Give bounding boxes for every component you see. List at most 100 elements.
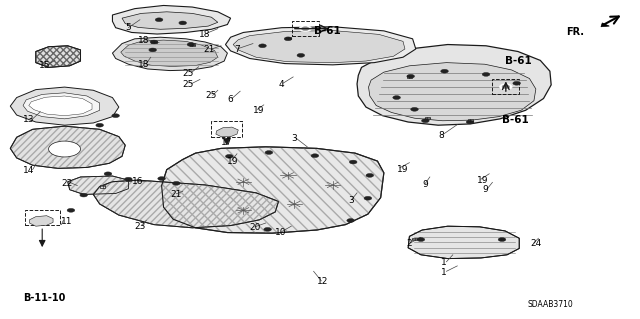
FancyBboxPatch shape: [412, 238, 417, 240]
Polygon shape: [601, 23, 609, 27]
Text: 9: 9: [422, 181, 428, 189]
Circle shape: [187, 43, 195, 47]
Text: 11: 11: [61, 217, 73, 226]
FancyBboxPatch shape: [189, 43, 195, 46]
Text: 7: 7: [234, 45, 239, 55]
Text: B-11-10: B-11-10: [23, 293, 65, 303]
Polygon shape: [68, 176, 129, 195]
Text: SDAAB3710: SDAAB3710: [527, 300, 573, 308]
Polygon shape: [113, 5, 230, 34]
Polygon shape: [29, 216, 53, 226]
Text: B-61: B-61: [505, 56, 532, 66]
Text: 9: 9: [483, 185, 488, 194]
Text: FR.: FR.: [566, 27, 584, 37]
Text: B-61: B-61: [314, 26, 340, 36]
Text: 18: 18: [198, 30, 210, 39]
Circle shape: [467, 120, 474, 124]
Circle shape: [299, 26, 312, 32]
Text: 5: 5: [125, 23, 131, 32]
Circle shape: [411, 108, 419, 111]
FancyBboxPatch shape: [467, 120, 472, 122]
Polygon shape: [225, 27, 416, 65]
Text: 16: 16: [132, 177, 143, 186]
Text: 25: 25: [182, 80, 194, 89]
Circle shape: [311, 154, 319, 158]
Circle shape: [422, 119, 429, 123]
FancyBboxPatch shape: [285, 37, 291, 40]
Circle shape: [393, 96, 401, 100]
FancyBboxPatch shape: [126, 179, 131, 182]
Text: 22: 22: [61, 179, 72, 188]
Text: 25: 25: [205, 92, 216, 100]
Circle shape: [96, 123, 104, 127]
Text: 10: 10: [275, 228, 287, 237]
Polygon shape: [113, 37, 227, 70]
Text: 19: 19: [253, 106, 264, 115]
Circle shape: [265, 151, 273, 154]
Text: 20: 20: [250, 223, 261, 232]
Circle shape: [347, 219, 355, 222]
Circle shape: [80, 193, 88, 197]
Circle shape: [407, 74, 415, 78]
FancyBboxPatch shape: [100, 185, 106, 188]
Polygon shape: [23, 93, 100, 119]
Polygon shape: [357, 45, 551, 125]
Circle shape: [513, 81, 520, 85]
Text: 21: 21: [204, 45, 215, 55]
Circle shape: [284, 37, 292, 41]
Circle shape: [179, 21, 186, 25]
Circle shape: [498, 238, 506, 241]
Text: 25: 25: [182, 69, 194, 78]
Text: 2: 2: [406, 239, 412, 248]
Text: 19: 19: [227, 157, 239, 166]
Polygon shape: [10, 87, 119, 125]
Circle shape: [225, 154, 233, 158]
Text: B-61: B-61: [502, 115, 529, 125]
Text: 24: 24: [531, 239, 542, 248]
Polygon shape: [162, 147, 384, 233]
FancyBboxPatch shape: [407, 75, 412, 78]
Circle shape: [499, 84, 512, 90]
FancyBboxPatch shape: [499, 238, 504, 240]
Polygon shape: [121, 40, 218, 66]
Text: 3: 3: [291, 134, 297, 143]
Text: 15: 15: [39, 61, 51, 70]
Text: 19: 19: [476, 176, 488, 185]
Text: 6: 6: [227, 95, 233, 104]
Text: 23: 23: [135, 222, 146, 231]
FancyBboxPatch shape: [152, 41, 157, 43]
Circle shape: [149, 48, 157, 52]
Circle shape: [156, 18, 163, 22]
Circle shape: [364, 196, 372, 200]
Circle shape: [482, 72, 490, 76]
Text: 21: 21: [170, 190, 181, 199]
Circle shape: [502, 85, 509, 89]
Text: 18: 18: [138, 60, 150, 69]
Text: 17: 17: [221, 137, 232, 146]
Text: 8: 8: [438, 131, 444, 140]
Circle shape: [67, 208, 75, 212]
Circle shape: [259, 44, 266, 48]
Circle shape: [158, 177, 166, 181]
Circle shape: [349, 160, 357, 164]
Polygon shape: [408, 226, 519, 259]
Polygon shape: [36, 46, 81, 67]
Circle shape: [173, 182, 180, 185]
Polygon shape: [122, 12, 218, 29]
Circle shape: [125, 177, 132, 181]
Text: 12: 12: [317, 277, 328, 286]
Circle shape: [112, 114, 120, 118]
Text: 3: 3: [349, 196, 355, 205]
Text: 19: 19: [397, 165, 408, 174]
Polygon shape: [10, 126, 125, 168]
FancyBboxPatch shape: [425, 117, 430, 120]
Circle shape: [417, 238, 425, 241]
Circle shape: [301, 27, 309, 31]
Circle shape: [264, 227, 271, 231]
Text: 1: 1: [442, 258, 447, 267]
Text: 18: 18: [138, 36, 150, 45]
Polygon shape: [29, 96, 92, 116]
Text: 14: 14: [23, 166, 35, 175]
Circle shape: [150, 40, 158, 44]
Circle shape: [49, 141, 81, 157]
